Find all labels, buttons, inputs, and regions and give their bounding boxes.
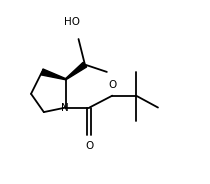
Text: O: O (85, 141, 94, 151)
Text: O: O (109, 80, 117, 90)
Polygon shape (65, 62, 87, 80)
Text: HO: HO (64, 17, 80, 27)
Text: N: N (61, 103, 69, 113)
Polygon shape (41, 69, 66, 80)
